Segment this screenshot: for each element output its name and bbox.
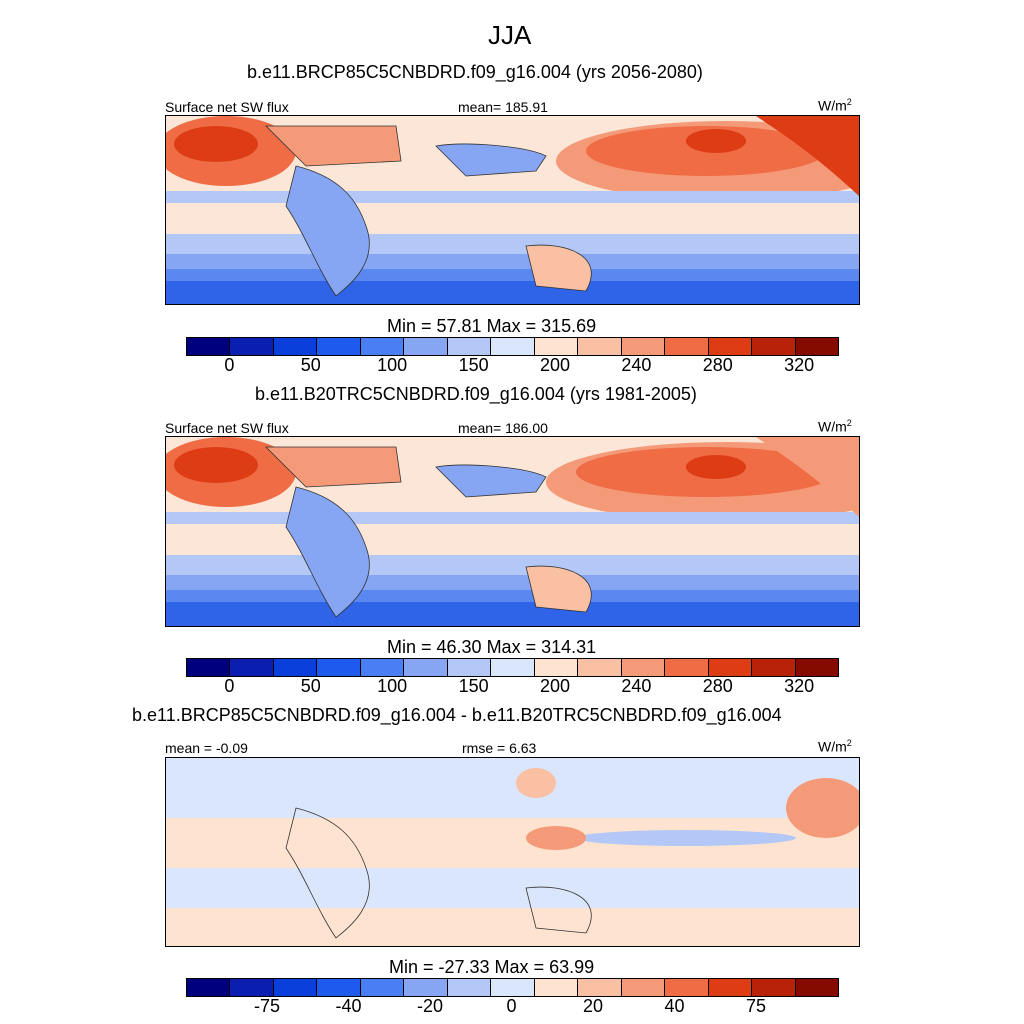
panel2-tick-6: 280: [702, 676, 733, 696]
panel1-tick-3: 150: [458, 355, 489, 375]
panel1-title: b.e11.BRCP85C5CNBDRD.f09_g16.004 (yrs 20…: [247, 62, 703, 82]
panel3-colorbar-swatch: [491, 979, 535, 996]
panel2-minmax: Min = 46.30 Max = 314.31: [387, 637, 597, 657]
panel3-colorbar-swatch: [187, 979, 231, 996]
panel1-tick-7: 320: [784, 355, 815, 375]
panel2-colorbar-swatch: [360, 659, 405, 676]
panel1-variable-label: Surface net SW flux: [165, 99, 289, 115]
panel3-map: [165, 757, 860, 947]
panel1-map: [165, 115, 860, 305]
panel1-colorbar: [186, 337, 839, 356]
panel1-colorbar-swatch: [708, 338, 753, 355]
panel1-colorbar-swatch: [230, 338, 274, 355]
panel1-colorbar-swatch: [360, 338, 405, 355]
season-title: JJA: [488, 20, 532, 50]
panel3-tick-2: -20: [416, 996, 444, 1016]
panel3-minmax: Min = -27.33 Max = 63.99: [389, 957, 595, 977]
panel1-colorbar-swatch: [187, 338, 231, 355]
panel2-tick-0: 0: [224, 676, 235, 696]
panel2-colorbar-swatch: [578, 659, 622, 676]
panel2-colorbar-swatch: [795, 659, 839, 676]
panel1-colorbar-ticks: 0 50 100 150 200 240 280 320: [186, 355, 837, 377]
panel3-tick-6: 75: [745, 996, 767, 1016]
panel2-tick-7: 320: [784, 676, 815, 696]
panel2-colorbar-swatch: [491, 659, 535, 676]
panel3-colorbar-ticks: -75 -40 -20 0 20 40 75: [186, 996, 837, 1018]
panel1-colorbar-swatch: [404, 338, 448, 355]
panel1-tick-4: 200: [539, 355, 571, 375]
panel3-colorbar-swatch: [708, 979, 753, 996]
panel1-colorbar-swatch: [752, 338, 796, 355]
panel3-colorbar-swatch: [534, 979, 579, 996]
panel3-rmse-label: rmse = 6.63: [462, 740, 537, 756]
panel2-tick-2: 100: [377, 676, 408, 696]
panel1-colorbar-swatch: [447, 338, 492, 355]
panel1-colorbar-swatch: [534, 338, 579, 355]
panel2-colorbar-swatch: [534, 659, 579, 676]
panel2-map: [165, 436, 860, 627]
panel2-colorbar-swatch: [404, 659, 448, 676]
panel1-colorbar-swatch: [795, 338, 839, 355]
panel3-tick-0: -75: [253, 996, 281, 1016]
panel3-colorbar: [186, 978, 839, 997]
panel2-units: W/m2: [818, 418, 852, 435]
panel2-mean-label: mean= 186.00: [458, 420, 548, 436]
panel2-tick-1: 50: [300, 676, 321, 696]
panel3-colorbar-swatch: [230, 979, 274, 996]
panel3-tick-4: 20: [582, 996, 604, 1016]
panel1-colorbar-swatch: [621, 338, 666, 355]
panel3-colorbar-swatch: [578, 979, 622, 996]
panel2-colorbar-swatch: [665, 659, 709, 676]
panel1-colorbar-swatch: [273, 338, 318, 355]
panel1-tick-5: 240: [621, 355, 652, 375]
panel1-tick-0: 0: [224, 355, 235, 375]
panel2-colorbar-swatch: [621, 659, 666, 676]
panel2-colorbar-swatch: [273, 659, 318, 676]
panel2-colorbar: [186, 658, 839, 677]
panel3-colorbar-swatch: [752, 979, 796, 996]
panel3-colorbar-swatch: [317, 979, 361, 996]
panel2-colorbar-swatch: [187, 659, 231, 676]
panel2-title: b.e11.B20TRC5CNBDRD.f09_g16.004 (yrs 198…: [255, 384, 697, 404]
panel2-colorbar-swatch: [708, 659, 753, 676]
panel1-colorbar-swatch: [665, 338, 709, 355]
panel1-colorbar-swatch: [578, 338, 622, 355]
panel2-tick-3: 150: [458, 676, 489, 696]
panel3-title: b.e11.BRCP85C5CNBDRD.f09_g16.004 - b.e11…: [132, 705, 782, 725]
panel1-colorbar-swatch: [491, 338, 535, 355]
panel3-colorbar-swatch: [621, 979, 666, 996]
panel3-colorbar-swatch: [404, 979, 448, 996]
panel2-tick-5: 240: [621, 676, 652, 696]
panel3-tick-5: 40: [664, 996, 685, 1016]
panel3-tick-3: 0: [506, 996, 517, 1016]
panel3-colorbar-swatch: [665, 979, 709, 996]
panel1-tick-2: 100: [377, 355, 408, 375]
panel1-tick-1: 50: [300, 355, 321, 375]
panel1-mean-label: mean= 185.91: [458, 99, 548, 115]
panel1-colorbar-swatch: [317, 338, 361, 355]
panel1-units: W/m2: [818, 97, 852, 114]
panel3-colorbar-swatch: [447, 979, 492, 996]
panel2-colorbar-swatch: [447, 659, 492, 676]
panel2-colorbar-swatch: [752, 659, 796, 676]
panel1-tick-6: 280: [702, 355, 733, 375]
panel2-colorbar-ticks: 0 50 100 150 200 240 280 320: [186, 676, 837, 698]
panel2-tick-4: 200: [539, 676, 571, 696]
panel2-colorbar-swatch: [230, 659, 274, 676]
panel3-colorbar-swatch: [273, 979, 318, 996]
panel2-colorbar-swatch: [317, 659, 361, 676]
panel3-colorbar-swatch: [795, 979, 839, 996]
panel1-minmax: Min = 57.81 Max = 315.69: [387, 316, 597, 336]
panel3-tick-1: -40: [335, 996, 362, 1016]
panel3-units: W/m2: [818, 738, 852, 755]
panel3-mean-label: mean = -0.09: [165, 740, 248, 756]
panel3-colorbar-swatch: [360, 979, 405, 996]
panel2-variable-label: Surface net SW flux: [165, 420, 289, 436]
